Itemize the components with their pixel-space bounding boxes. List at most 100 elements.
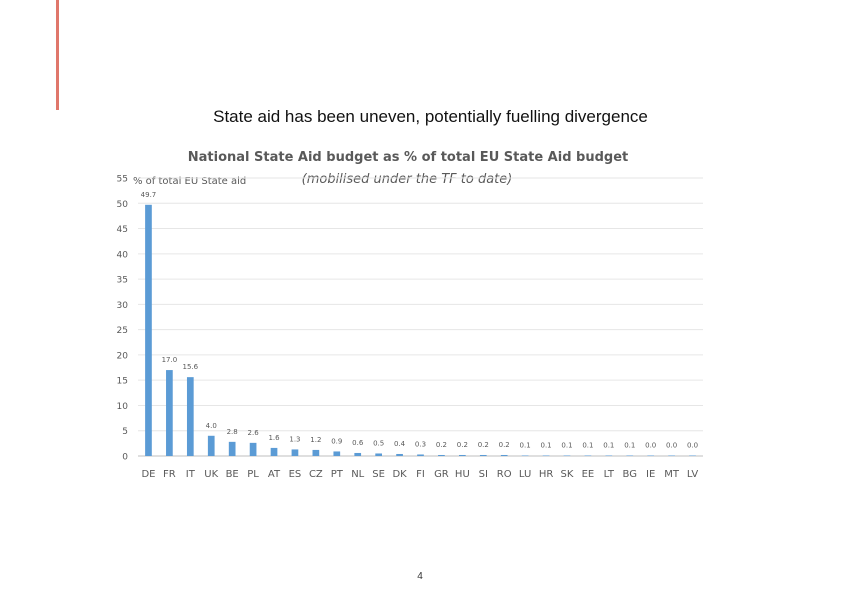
data-label: 0.1 [540, 441, 551, 449]
data-label: 17.0 [162, 356, 178, 364]
x-tick-label: UK [204, 469, 218, 480]
y-tick-label: 10 [117, 402, 129, 412]
x-tick-label: IE [646, 469, 655, 480]
y-tick-label: 55 [117, 175, 128, 185]
bar-mt [668, 455, 675, 456]
x-tick-label: BG [623, 469, 637, 480]
bar-nl [354, 452, 362, 456]
y-tick-label: 45 [117, 225, 128, 235]
x-tick-label: GR [434, 469, 449, 480]
data-label: 0.1 [624, 441, 635, 449]
data-label: 0.3 [415, 440, 426, 448]
x-tick-label: PL [247, 469, 259, 480]
bar-de [145, 204, 152, 456]
data-label: 0.1 [520, 441, 531, 449]
y-tick-label: 35 [117, 276, 128, 286]
data-label: 0.6 [352, 439, 364, 447]
x-tick-labels: DE FR IT UK BE PL AT ES CZ PT NL SE DK FI GR HU SI RO LU HR… [141, 469, 698, 480]
data-label: 1.2 [310, 436, 321, 444]
bar-uk [207, 435, 215, 456]
x-tick-label: EE [582, 469, 595, 480]
x-tick-label: HR [539, 469, 554, 480]
x-tick-label: HU [455, 469, 470, 480]
y-tick-label: 30 [117, 301, 129, 311]
bar-it [186, 377, 194, 456]
data-label: 2.6 [248, 429, 260, 437]
data-label: 15.6 [183, 363, 199, 371]
y-tick-label: 15 [117, 377, 128, 387]
bar-lv [689, 455, 696, 456]
x-tick-label: ES [289, 469, 302, 480]
x-tick-label: PT [331, 469, 344, 480]
data-label: 0.0 [687, 442, 698, 450]
chart-title: National State Aid budget as % of total … [188, 150, 628, 165]
y-tick-label: 0 [122, 453, 128, 463]
x-tick-label: LT [604, 469, 615, 480]
x-tick-label: FI [416, 469, 425, 480]
y-axis-label: % of total EU State aid [133, 176, 246, 187]
data-label: 1.6 [268, 434, 280, 442]
x-tick-label: NL [351, 469, 364, 480]
data-label: 0.1 [582, 441, 593, 449]
bar-fr [166, 370, 173, 456]
accent-bar [56, 0, 59, 110]
bar-hu [459, 454, 466, 456]
y-tick-label: 40 [117, 250, 129, 260]
y-tick-label: 25 [117, 326, 128, 336]
bars [145, 204, 696, 456]
bar-cz [312, 449, 320, 456]
bar-lu [521, 455, 529, 456]
x-tick-label: FR [163, 469, 176, 480]
y-tick-label: 5 [122, 427, 128, 437]
x-tick-label: AT [268, 469, 281, 480]
y-tick-labels: 0 5 10 15 20 25 30 35 40 45 50 55 [117, 175, 129, 463]
bar-at [270, 447, 278, 456]
x-tick-label: SK [561, 469, 574, 480]
x-tick-label: BE [226, 469, 239, 480]
bar-dk [396, 453, 403, 456]
chart-subtitle: (mobilised under the TF to date) [302, 172, 513, 187]
y-tick-label: 50 [117, 200, 129, 210]
bar-lt [605, 455, 613, 456]
data-label: 0.0 [666, 442, 677, 450]
data-label: 0.0 [645, 442, 656, 450]
bar-ee [584, 455, 592, 456]
slide-title: State aid has been uneven, potentially f… [213, 107, 648, 126]
x-tick-label: RO [497, 469, 512, 480]
x-tick-label: SI [479, 469, 488, 480]
bar-si [479, 454, 487, 456]
bar-ro [500, 454, 508, 456]
data-label: 0.9 [331, 437, 342, 445]
bar-se [375, 453, 382, 456]
data-label: 2.8 [227, 428, 238, 436]
bar-be [228, 441, 236, 456]
data-label: 0.2 [457, 441, 468, 449]
data-label: 49.7 [141, 191, 157, 199]
x-tick-label: SE [372, 469, 385, 480]
bar-pt [333, 451, 341, 456]
data-label: 0.2 [436, 441, 447, 449]
bar-fi [417, 454, 424, 456]
data-label: 4.0 [206, 422, 217, 430]
x-tick-label: DE [141, 469, 155, 480]
bar-gr [438, 454, 445, 456]
x-tick-label: LV [687, 469, 698, 480]
x-tick-label: DK [392, 469, 407, 480]
bar-pl [249, 442, 257, 456]
y-tick-label: 20 [117, 351, 129, 361]
data-label: 0.1 [603, 441, 614, 449]
data-label: 0.5 [373, 439, 384, 447]
bar-bg [626, 455, 634, 456]
data-label: 0.2 [478, 441, 489, 449]
bar-sk [563, 455, 571, 456]
data-label: 1.3 [289, 435, 300, 443]
bar-es [291, 449, 299, 456]
x-tick-label: IT [186, 469, 196, 480]
data-labels: 49.7 17.0 15.6 4.0 2.8 2.6 1.6 1.3 1.2 0.9 0.6 0.5 0… [141, 191, 698, 450]
bar-hr [542, 455, 550, 456]
bar-ie [647, 455, 655, 456]
data-label: 0.2 [499, 441, 510, 449]
data-label: 0.4 [394, 440, 406, 448]
data-label: 0.1 [561, 441, 572, 449]
